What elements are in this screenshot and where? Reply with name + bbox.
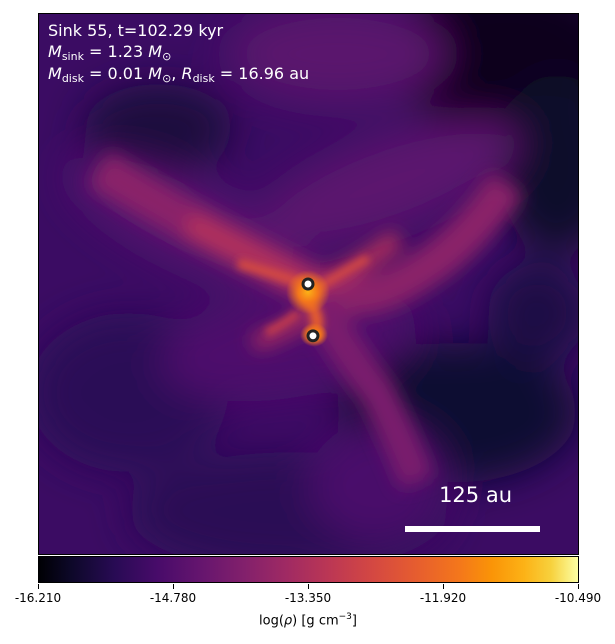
separator: , bbox=[171, 64, 182, 83]
sink-title: Sink 55, t=102.29 kyr bbox=[48, 21, 224, 40]
core-glow bbox=[286, 270, 330, 314]
rdisk-value: = 16.96 au bbox=[214, 64, 310, 83]
rdisk-subscript: disk bbox=[192, 72, 215, 85]
colorbar-label-close: ] bbox=[351, 613, 357, 629]
colorbar-tick-label: -16.210 bbox=[14, 591, 62, 605]
colorbar-tick bbox=[578, 584, 579, 589]
colorbar-tick-label: -10.490 bbox=[554, 591, 602, 605]
msink-unit-subscript: ⊙ bbox=[162, 50, 172, 63]
scale-bar-label: 125 au bbox=[439, 483, 512, 507]
disk-properties-label: Mdisk = 0.01 M⊙, Rdisk = 16.96 au bbox=[48, 64, 309, 89]
density-image: Sink 55, t=102.29 kyr Msink = 1.23 M⊙ Md… bbox=[38, 13, 579, 555]
colorbar-label-symbol: ρ bbox=[283, 613, 293, 629]
colorbar-label-prefix: log( bbox=[259, 613, 284, 629]
rdisk-symbol: R bbox=[181, 64, 193, 83]
density-map bbox=[39, 14, 578, 554]
colorbar-label-suffix: ) [g cm bbox=[292, 613, 339, 629]
sink-marker-primary bbox=[301, 277, 315, 291]
colorbar-tick-label: -13.350 bbox=[284, 591, 332, 605]
mdisk-unit-subscript: ⊙ bbox=[162, 72, 172, 85]
colorbar bbox=[38, 556, 579, 583]
sink-mass-label: Msink = 1.23 M⊙ bbox=[48, 42, 171, 67]
mdisk-value: = 0.01 bbox=[83, 64, 149, 83]
colorbar-tick bbox=[443, 584, 444, 589]
colorbar-tick bbox=[38, 584, 39, 589]
sink-marker-secondary bbox=[306, 329, 320, 343]
mdisk-symbol: M bbox=[48, 64, 62, 83]
colorbar-tick-label: -11.920 bbox=[419, 591, 467, 605]
mdisk-unit: M bbox=[148, 64, 163, 83]
msink-symbol: M bbox=[48, 42, 62, 61]
msink-subscript: sink bbox=[61, 50, 84, 63]
scale-bar bbox=[405, 526, 540, 532]
colorbar-tick bbox=[173, 584, 174, 589]
colorbar-tick-label: -14.780 bbox=[149, 591, 197, 605]
msink-unit: M bbox=[148, 42, 163, 61]
colorbar-label-exponent: −3 bbox=[338, 612, 352, 622]
colorbar-tick bbox=[308, 584, 309, 589]
mdisk-subscript: disk bbox=[61, 72, 84, 85]
msink-value: = 1.23 bbox=[83, 42, 149, 61]
colorbar-label: log(ρ) [g cm−3] bbox=[259, 612, 357, 628]
